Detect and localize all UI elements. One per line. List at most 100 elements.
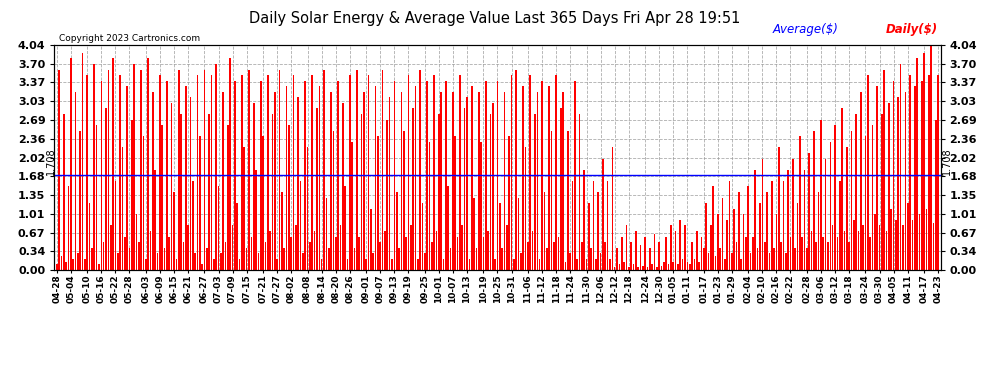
Bar [323,69,325,270]
Bar [367,75,369,270]
Bar [924,53,925,270]
Bar [250,237,252,270]
Bar [358,237,360,270]
Bar [739,192,740,270]
Bar [478,92,479,270]
Bar [494,259,496,270]
Bar [935,120,937,270]
Bar [473,198,475,270]
Bar [161,125,163,270]
Bar [890,209,892,270]
Text: 1.708: 1.708 [46,147,55,175]
Bar [431,242,433,270]
Bar [919,214,921,270]
Bar [825,159,827,270]
Bar [850,131,852,270]
Bar [422,203,424,270]
Text: 1.708: 1.708 [941,147,951,175]
Bar [665,237,667,270]
Bar [136,214,138,270]
Bar [839,181,841,270]
Bar [600,253,602,270]
Bar [70,58,71,270]
Bar [105,108,107,270]
Bar [609,259,611,270]
Text: Daily Solar Energy & Average Value Last 365 Days Fri Apr 28 19:51: Daily Solar Energy & Average Value Last … [249,11,741,26]
Bar [148,58,149,270]
Bar [864,136,866,270]
Bar [283,248,285,270]
Bar [888,103,890,270]
Bar [544,192,545,270]
Bar [293,75,294,270]
Bar [820,120,822,270]
Bar [557,237,559,270]
Bar [771,181,772,270]
Bar [197,75,198,270]
Bar [879,225,880,270]
Bar [691,242,693,270]
Bar [156,253,158,270]
Bar [542,81,543,270]
Bar [785,253,787,270]
Bar [672,262,674,270]
Bar [264,242,266,270]
Bar [881,114,883,270]
Bar [345,186,346,270]
Bar [668,264,669,270]
Bar [115,181,116,270]
Bar [204,69,205,270]
Bar [579,114,580,270]
Bar [365,259,367,270]
Bar [393,81,395,270]
Bar [569,253,571,270]
Bar [290,237,292,270]
Bar [480,142,482,270]
Bar [754,170,756,270]
Bar [471,86,472,270]
Bar [262,136,264,270]
Bar [837,237,839,270]
Bar [828,242,829,270]
Bar [590,248,592,270]
Bar [154,170,156,270]
Bar [297,98,299,270]
Bar [86,75,88,270]
Bar [626,225,628,270]
Bar [499,203,501,270]
Bar [857,231,859,270]
Bar [269,231,271,270]
Bar [605,242,606,270]
Bar [720,248,721,270]
Bar [928,75,930,270]
Bar [487,231,489,270]
Bar [441,92,443,270]
Text: Copyright 2023 Cartronics.com: Copyright 2023 Cartronics.com [58,34,200,43]
Bar [119,75,121,270]
Bar [869,237,871,270]
Bar [506,225,508,270]
Bar [710,225,712,270]
Bar [412,108,414,270]
Bar [567,131,568,270]
Bar [612,147,613,270]
Bar [274,92,275,270]
Bar [513,259,515,270]
Bar [346,259,348,270]
Bar [234,81,236,270]
Bar [649,248,650,270]
Bar [741,259,742,270]
Bar [360,114,362,270]
Bar [555,75,557,270]
Bar [459,75,460,270]
Bar [386,120,388,270]
Bar [698,262,700,270]
Bar [520,253,522,270]
Bar [485,81,486,270]
Bar [175,259,177,270]
Bar [749,253,751,270]
Bar [189,98,191,270]
Bar [872,125,873,270]
Bar [794,248,796,270]
Bar [302,253,304,270]
